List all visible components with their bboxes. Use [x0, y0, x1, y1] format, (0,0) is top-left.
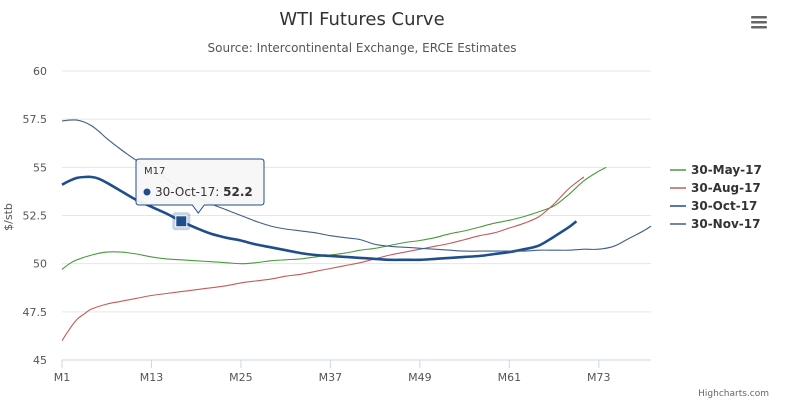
tooltip-value: 52.2 — [223, 185, 253, 199]
series-line-30-aug-17[interactable] — [61, 176, 585, 341]
x-tick-label: M1 — [54, 371, 71, 384]
hamburger-menu-icon[interactable] — [749, 13, 769, 31]
legend: 30-May-17 30-Aug-17 30-Oct-17 30-Nov-17 — [670, 163, 762, 231]
tooltip-box — [135, 158, 265, 214]
y-tick-label: 55 — [33, 161, 47, 174]
x-tick-label: M25 — [229, 371, 253, 384]
tooltip-header: M17 — [144, 166, 165, 177]
tooltip: M17 30-Oct-17: 52.2 — [135, 158, 265, 231]
x-tick-label: M73 — [587, 371, 611, 384]
legend-item-30-may-17[interactable]: 30-May-17 — [670, 163, 762, 177]
legend-item-30-oct-17[interactable]: 30-Oct-17 — [670, 199, 757, 213]
series-line-30-nov-17[interactable] — [61, 119, 652, 252]
tooltip-line: 30-Oct-17: 52.2 — [155, 185, 253, 199]
chart-title: WTI Futures Curve — [279, 9, 444, 30]
legend-label: 30-Aug-17 — [691, 181, 761, 195]
y-tick-label: 52.5 — [23, 210, 48, 223]
tooltip-colon: : — [215, 185, 223, 199]
tooltip-series-dot — [143, 188, 151, 196]
y-axis-label: $/stb — [2, 203, 15, 231]
x-tick-label: M13 — [140, 371, 164, 384]
x-tick-label: M61 — [498, 371, 522, 384]
x-axis: M1 M13 M25 M37 M49 M61 M73 — [54, 359, 651, 384]
y-tick-label: 50 — [33, 258, 47, 271]
legend-label: 30-Nov-17 — [691, 217, 760, 231]
legend-label: 30-Oct-17 — [691, 199, 757, 213]
series-lines — [61, 119, 652, 341]
y-tick-label: 47.5 — [23, 306, 48, 319]
legend-item-30-aug-17[interactable]: 30-Aug-17 — [670, 181, 761, 195]
y-axis-ticks: 45 47.5 50 52.5 55 57.5 60 — [23, 65, 48, 367]
series-line-30-oct-17[interactable] — [61, 175, 578, 262]
credits-link[interactable]: Highcharts.com — [698, 389, 769, 399]
chart-subtitle: Source: Intercontinental Exchange, ERCE … — [208, 41, 517, 55]
x-tick-label: M49 — [408, 371, 432, 384]
y-tick-label: 57.5 — [23, 113, 48, 126]
y-tick-label: 45 — [33, 354, 47, 367]
x-tick-label: M37 — [319, 371, 343, 384]
square-point-marker[interactable] — [175, 215, 188, 228]
tooltip-series-name: 30-Oct-17 — [155, 185, 215, 199]
legend-item-30-nov-17[interactable]: 30-Nov-17 — [670, 217, 760, 231]
legend-label: 30-May-17 — [691, 163, 762, 177]
y-tick-label: 60 — [33, 65, 47, 78]
